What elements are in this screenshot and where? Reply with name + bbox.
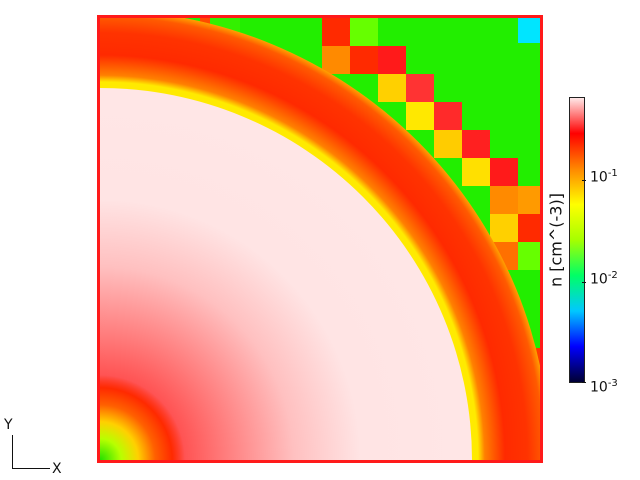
grid-cell xyxy=(322,46,350,74)
grid-cell xyxy=(350,18,378,46)
grid-cell xyxy=(462,130,490,158)
density-plot xyxy=(97,15,543,463)
grid-cell xyxy=(518,18,540,43)
x-axis-label: X xyxy=(52,461,62,477)
colorbar-tick-mark xyxy=(582,180,586,181)
colorbar xyxy=(569,97,585,383)
grid-cell xyxy=(518,186,540,214)
colorbar-tick-label: 10-2 xyxy=(590,270,618,288)
grid-cell xyxy=(518,214,540,242)
grid-cell xyxy=(322,18,350,46)
x-axis-line xyxy=(12,468,50,469)
grid-cell xyxy=(490,158,518,186)
grid-cell xyxy=(462,158,490,186)
grid-cell xyxy=(378,74,406,102)
grid-cell xyxy=(406,102,434,130)
colorbar-tick-mark xyxy=(582,382,586,383)
grid-cell xyxy=(490,186,518,214)
core-region xyxy=(100,375,185,460)
colorbar-tick-mark xyxy=(582,282,586,283)
density-field xyxy=(100,18,540,460)
grid-cell xyxy=(350,46,378,74)
y-axis-label: Y xyxy=(4,417,13,433)
grid-cell xyxy=(406,74,434,102)
inner-region xyxy=(100,88,472,460)
colorbar-tick-label: 10-3 xyxy=(590,378,618,396)
y-axis-line xyxy=(12,435,13,469)
colorbar-tick-label: 10-1 xyxy=(590,168,618,186)
grid-cell xyxy=(406,18,518,46)
axis-orientation-triad: Y X xyxy=(4,417,64,477)
colorbar-label: n [cm^(-3)] xyxy=(546,193,566,287)
grid-cell xyxy=(490,214,518,242)
grid-cell xyxy=(434,130,462,158)
grid-cell xyxy=(434,102,462,130)
grid-cell xyxy=(518,242,540,270)
grid-cell xyxy=(378,46,406,74)
